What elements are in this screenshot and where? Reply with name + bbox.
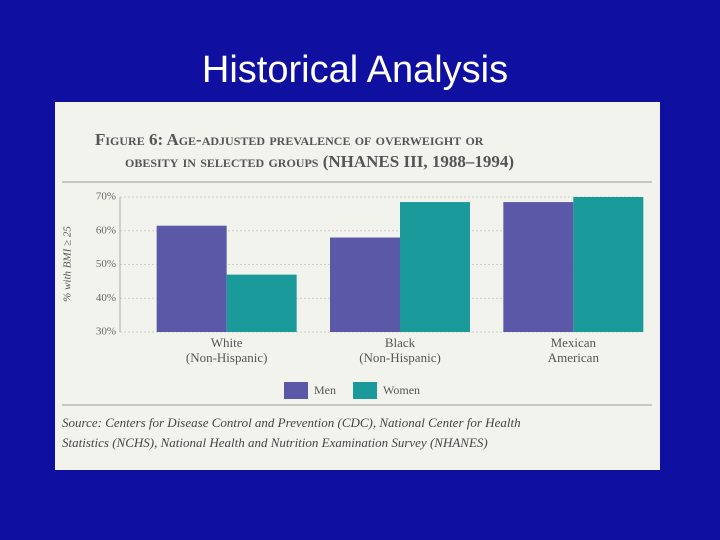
chart-title: Figure 6: Age-adjusted prevalence of ove… <box>95 130 484 149</box>
x-tick-label: (Non-Hispanic) <box>186 350 268 365</box>
chart-title: obesity in selected groups (NHANES III, … <box>125 152 514 171</box>
x-tick-label: White <box>211 335 243 350</box>
x-tick-label: American <box>548 350 600 365</box>
y-tick-label: 50% <box>96 258 116 270</box>
legend-label: Men <box>314 383 336 397</box>
source-note: Source: Centers for Disease Control and … <box>62 415 521 430</box>
bar <box>503 202 574 332</box>
bar <box>400 202 470 332</box>
source-note: Statistics (NCHS), National Health and N… <box>62 435 488 450</box>
legend-label: Women <box>383 383 420 397</box>
bar <box>573 197 644 332</box>
x-tick-label: Mexican <box>551 335 597 350</box>
y-tick-label: 30% <box>96 326 116 338</box>
x-tick-label: (Non-Hispanic) <box>359 350 441 365</box>
bar <box>330 237 400 332</box>
legend-swatch <box>284 382 308 399</box>
x-tick-label: Black <box>385 335 416 350</box>
y-tick-label: 70% <box>96 191 116 203</box>
y-axis-label: % with BMI ≥ 25 <box>62 226 74 302</box>
y-tick-label: 40% <box>96 292 116 304</box>
bar <box>156 225 227 332</box>
slide-title: Historical Analysis <box>202 49 508 91</box>
y-tick-label: 60% <box>96 224 116 236</box>
legend-swatch <box>353 382 377 399</box>
bar <box>226 274 297 332</box>
